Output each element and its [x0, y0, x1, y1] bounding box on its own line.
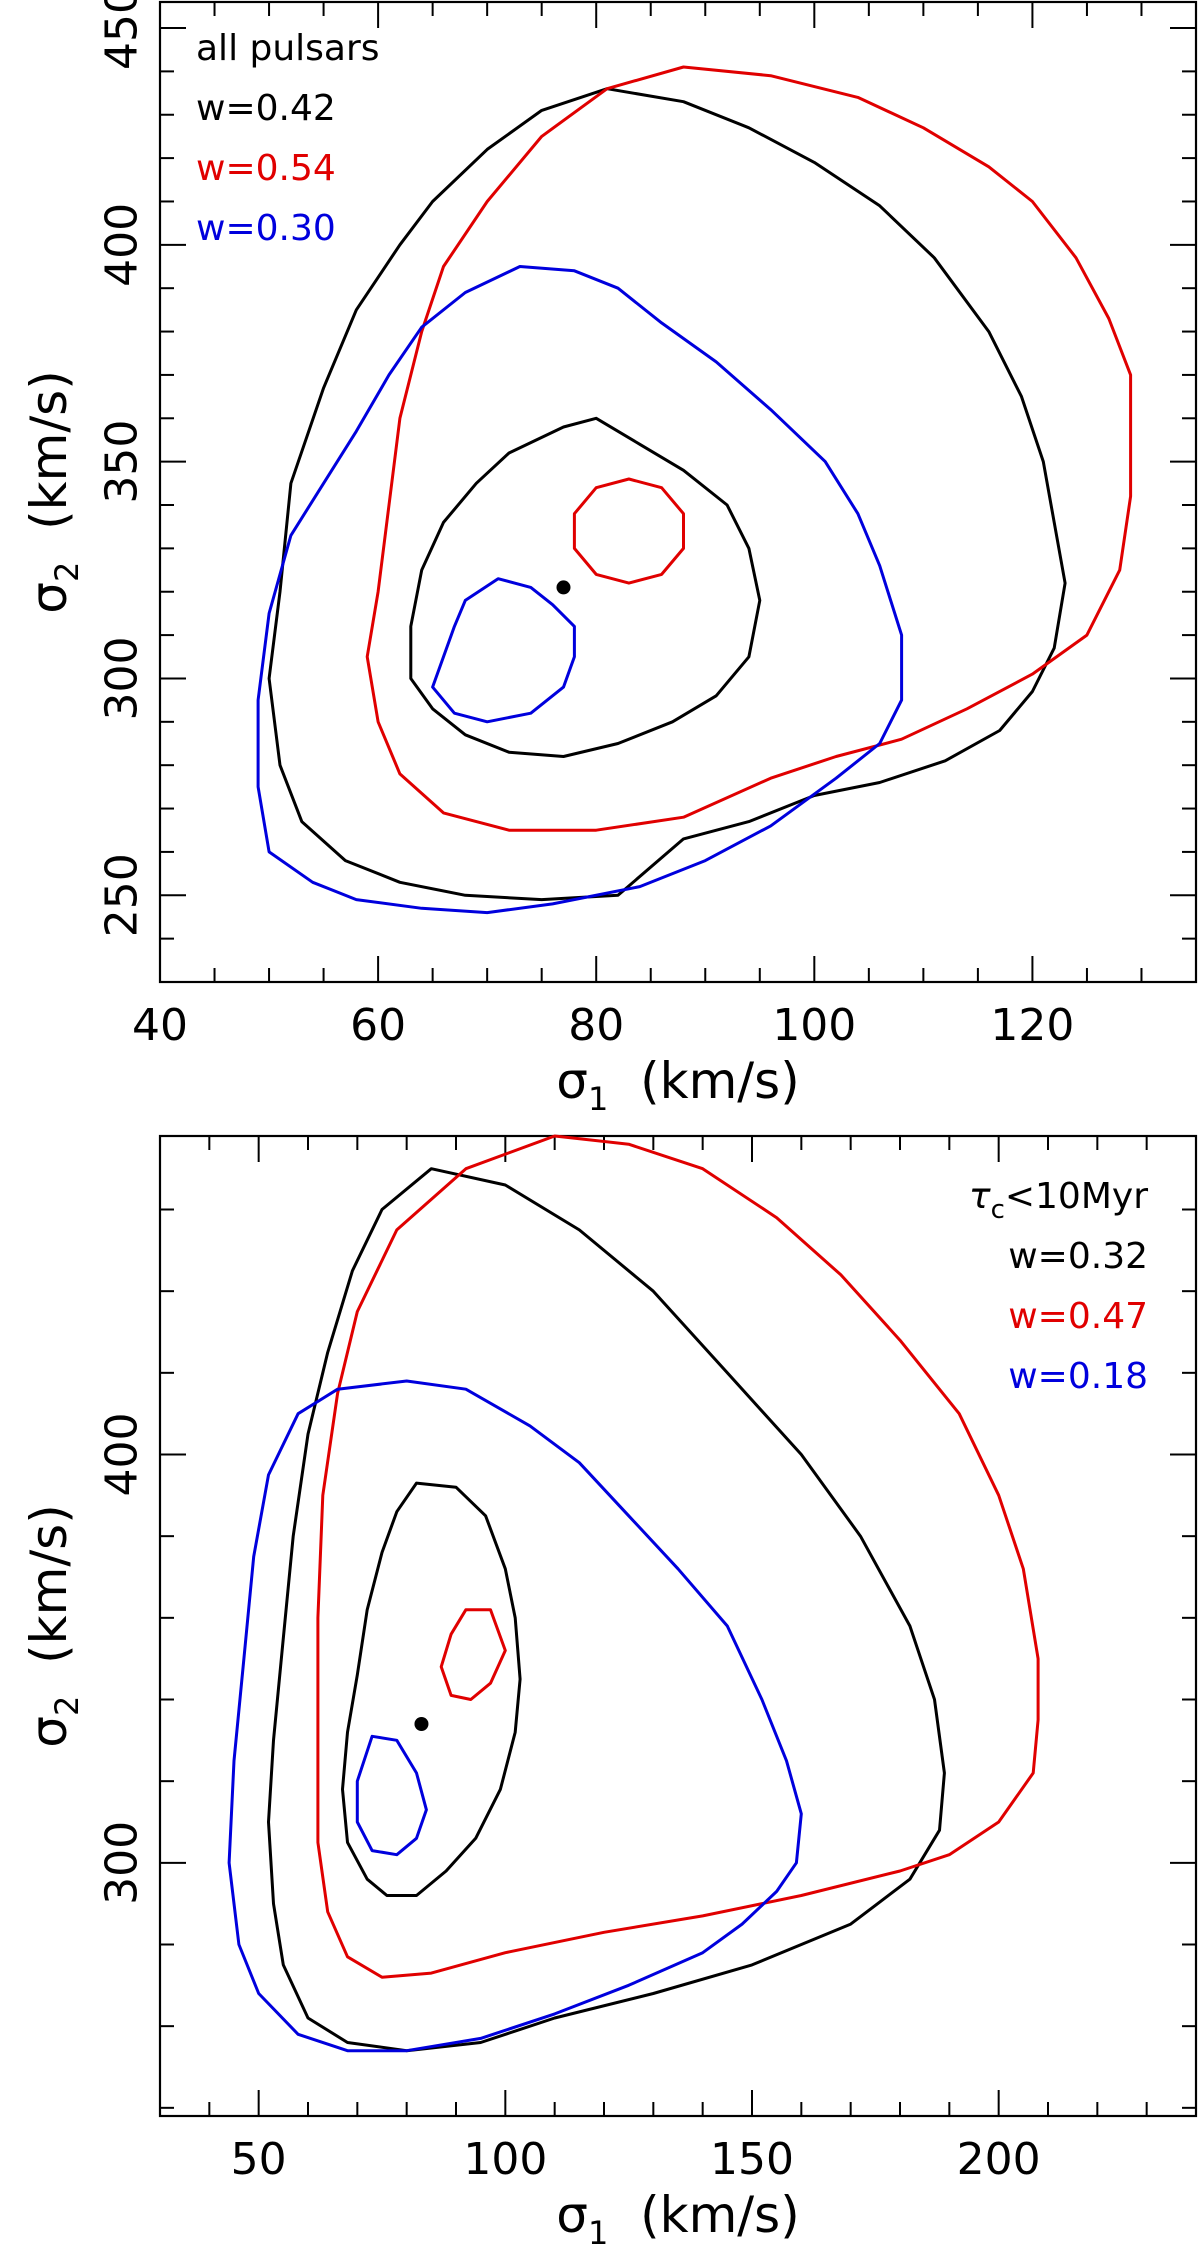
chart-panel-1: 40 60 80 100 120 250 300 350 400 450 σ1 (km/s) σ2 (… [20, 0, 1198, 1118]
y-tick-label: 400 [97, 203, 148, 287]
y-axis-label: σ2 (km/s) [20, 1504, 86, 1747]
contour-line [341, 1481, 522, 1897]
x-tick-label: 80 [568, 1000, 624, 1051]
legend-entry: w=0.32 [1008, 1236, 1148, 1277]
legend-entry: w=0.47 [1008, 1296, 1148, 1337]
y-axis-label: σ2 (km/s) [20, 370, 86, 613]
x-tick-label: 60 [350, 1000, 406, 1051]
contour-line [355, 1734, 428, 1857]
best-fit-point [556, 580, 571, 595]
y-tick-label: 250 [97, 853, 148, 937]
chart-panel-2: 50 100 150 200 300 400 σ1 (km/s) σ2 (km/s) τc<10… [20, 1134, 1198, 2252]
x-axis-label: σ1 (km/s) [556, 1052, 799, 1118]
contour-line [431, 577, 576, 724]
contour-line [316, 1134, 1040, 1979]
legend-entry: τc<10Myr [969, 1176, 1148, 1225]
y-tick-label: 450 [97, 0, 148, 70]
x-tick-label: 40 [132, 1000, 188, 1051]
x-axis-label: σ1 (km/s) [556, 2186, 799, 2252]
contour-line [409, 416, 762, 758]
x-tick-label: 150 [710, 2134, 794, 2185]
x-tick-label: 100 [463, 2134, 547, 2185]
legend-entry: w=0.42 [196, 88, 336, 129]
x-tick-label: 200 [957, 2134, 1041, 2185]
plot-frame [158, 0, 1198, 984]
y-tick-label: 350 [97, 420, 148, 504]
legend-entry: w=0.30 [196, 208, 336, 249]
contour-line [256, 265, 904, 915]
contour-line [572, 477, 685, 585]
legend-entry: w=0.54 [196, 148, 336, 189]
legend-entry: all pulsars [196, 28, 380, 69]
contour-line [439, 1608, 507, 1701]
contour-line [267, 87, 1067, 902]
y-tick-label: 400 [97, 1413, 148, 1497]
plot-frame [158, 1134, 1198, 2118]
x-tick-label: 50 [231, 2134, 287, 2185]
legend-entry: w=0.18 [1008, 1356, 1148, 1397]
y-tick-label: 300 [97, 636, 148, 720]
contour-line [227, 1379, 803, 2053]
x-tick-label: 120 [990, 1000, 1074, 1051]
x-tick-label: 100 [772, 1000, 856, 1051]
y-tick-label: 300 [97, 1821, 148, 1905]
contour-line [267, 1167, 946, 2053]
best-fit-point [414, 1717, 429, 1731]
contour-line [365, 65, 1133, 832]
